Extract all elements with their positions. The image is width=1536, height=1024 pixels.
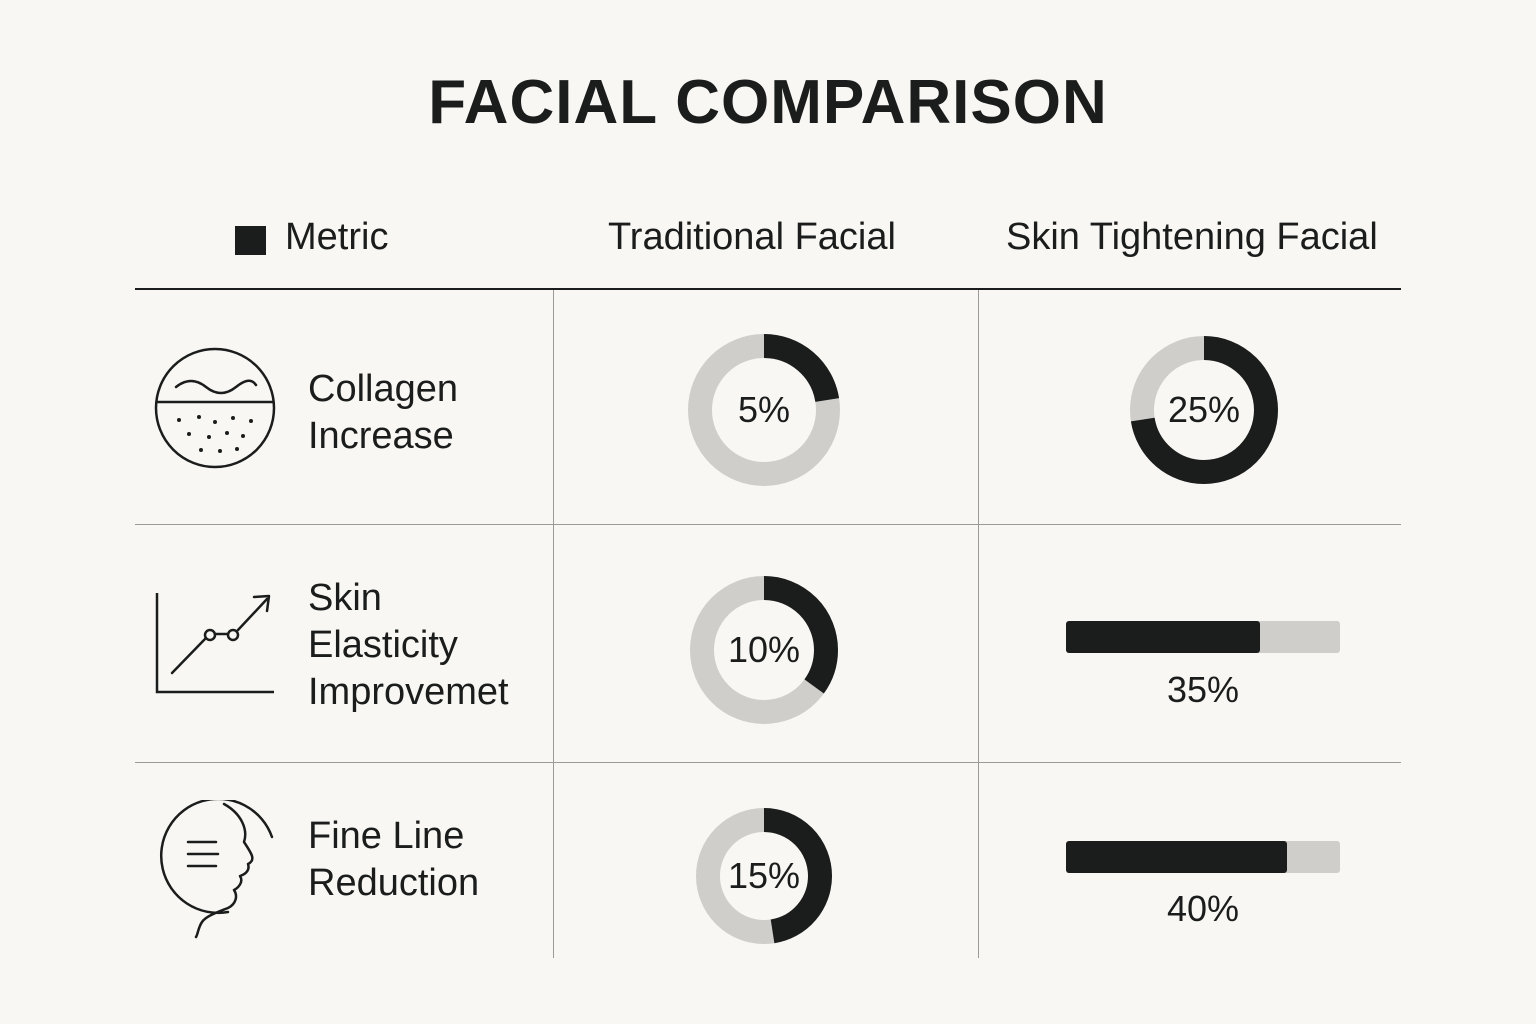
metric-label-line: Collagen — [308, 368, 458, 410]
donut-value-label: 25% — [1167, 389, 1241, 430]
donut-traditional-collagen: 5% — [684, 330, 844, 490]
progress-bar-track — [1066, 841, 1340, 873]
donut-skin-collagen: 25% — [1124, 330, 1284, 490]
row-divider-2 — [135, 762, 1401, 763]
legend-swatch — [235, 226, 266, 255]
progress-bar-fill — [1066, 621, 1260, 653]
bar-value-label: 40% — [1166, 888, 1240, 929]
metric-label-line: Improvemet — [308, 671, 509, 713]
donut-value-arc — [1130, 336, 1278, 484]
donut-traditional-elasticity: 10% — [684, 570, 844, 730]
donut-value-arc — [696, 808, 832, 944]
metric-label: Fine Line Reduction — [308, 813, 479, 907]
metric-label-line: Increase — [308, 415, 454, 457]
header-metric: Metric — [285, 216, 389, 258]
donut-value-label: 10% — [727, 629, 801, 670]
donut-chart — [690, 576, 838, 724]
metric-label: Collagen Increase — [308, 366, 458, 460]
header-skin-tightening-facial: Skin Tightening Facial — [1006, 216, 1378, 258]
header-divider — [135, 288, 1401, 290]
row-divider-1 — [135, 524, 1401, 525]
metric-label-line: Skin — [308, 577, 382, 619]
metric-label-line: Reduction — [308, 862, 480, 904]
progress-bar-fill — [1066, 841, 1288, 873]
donut-chart — [688, 334, 840, 486]
donut-chart — [696, 808, 832, 944]
donut-chart — [1130, 336, 1278, 484]
column-divider-2 — [978, 290, 979, 958]
face-profile-icon — [159, 800, 274, 939]
bar-value-label: 35% — [1166, 669, 1240, 710]
progress-bar-track — [1066, 621, 1340, 653]
trend-up-chart-icon — [155, 593, 274, 694]
metric-label: Skin Elasticity Improvemet — [308, 575, 509, 716]
donut-value-arc — [688, 334, 840, 486]
donut-value-arc — [690, 576, 838, 724]
header-traditional-facial: Traditional Facial — [608, 216, 896, 258]
metric-label-line: Fine Line — [308, 815, 465, 857]
donut-value-label: 5% — [737, 389, 791, 430]
page-title: FACIAL COMPARISON — [428, 68, 1108, 137]
column-divider-1 — [553, 290, 554, 958]
skin-layers-icon — [154, 347, 276, 469]
metric-label-line: Elasticity — [308, 624, 458, 666]
donut-traditional-fine-line: 15% — [684, 796, 844, 956]
donut-value-label: 15% — [727, 855, 801, 896]
